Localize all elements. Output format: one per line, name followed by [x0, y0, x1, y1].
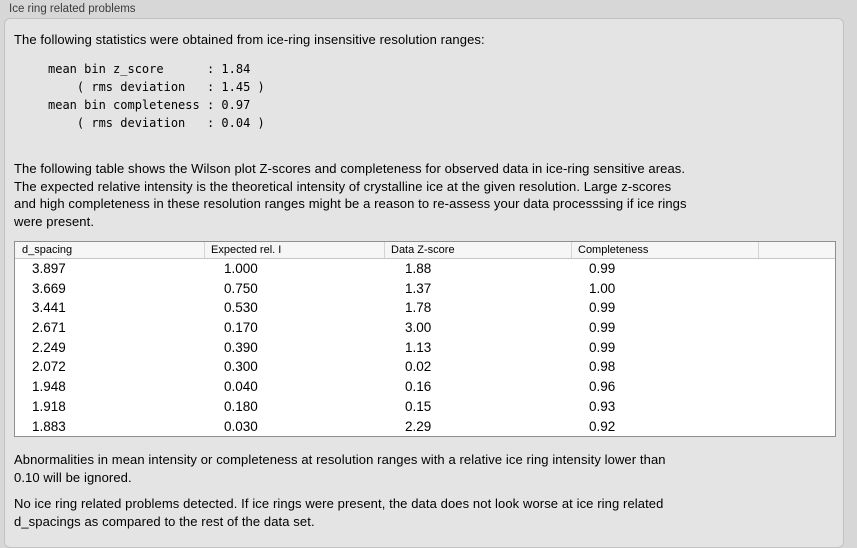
table-row[interactable]: 2.249 0.390 1.13 0.99: [15, 338, 835, 358]
table-cell: [758, 279, 835, 299]
table-cell: 0.15: [405, 398, 432, 414]
table-cell: 0.96: [589, 379, 616, 395]
table-cell: 0.99: [589, 261, 616, 276]
table-row[interactable]: 1.883 0.030 2.29 0.92: [15, 417, 835, 437]
table-cell: 1.78: [405, 300, 432, 316]
table-row[interactable]: 3.441 0.530 1.78 0.99: [15, 298, 835, 318]
table-cell: [758, 338, 835, 358]
table-row[interactable]: 2.072 0.300 0.02 0.98: [15, 357, 835, 377]
table-cell: 0.98: [589, 359, 616, 375]
table-cell: 0.180: [224, 398, 258, 414]
table-row[interactable]: 1.948 0.040 0.16 0.96: [15, 377, 835, 397]
table-row[interactable]: 3.897 1.000 1.88 0.99: [15, 259, 835, 279]
table-cell: 0.750: [224, 280, 258, 296]
table-cell: 0.02: [405, 359, 432, 375]
table-cell: [758, 417, 835, 437]
table-cell: 2.249: [32, 339, 66, 355]
table-cell: 1.883: [32, 418, 66, 434]
table-cell: 1.13: [405, 339, 432, 355]
table-cell: 0.300: [224, 359, 258, 375]
table-cell: 0.040: [224, 379, 258, 395]
table-cell: 0.92: [589, 418, 616, 434]
table-row[interactable]: 1.918 0.180 0.15 0.93: [15, 397, 835, 417]
table-cell: 0.170: [224, 320, 258, 336]
table-cell: 0.530: [224, 300, 258, 316]
table-header-row: d_spacing Expected rel. I Data Z-score C…: [15, 242, 835, 259]
column-header-empty[interactable]: [758, 242, 835, 258]
table-description-text: The following table shows the Wilson plo…: [14, 161, 687, 229]
column-header-d-spacing[interactable]: d_spacing: [22, 244, 73, 256]
conclusion-text: No ice ring related problems detected. I…: [14, 496, 664, 529]
table-cell: 0.99: [589, 339, 616, 355]
table-cell: 0.390: [224, 339, 258, 355]
column-header-expected-rel-i[interactable]: Expected rel. I: [204, 242, 384, 258]
panel-title: Ice ring related problems: [9, 3, 136, 15]
table-cell: [758, 357, 835, 377]
stats-block: mean bin z_score : 1.84 ( rms deviation …: [48, 62, 265, 130]
ice-ring-table[interactable]: d_spacing Expected rel. I Data Z-score C…: [14, 241, 836, 438]
table-cell: 2.072: [32, 359, 66, 375]
table-cell: 3.669: [32, 280, 66, 296]
table-cell: 2.29: [405, 418, 432, 434]
ignore-note-text: Abnormalities in mean intensity or compl…: [14, 452, 666, 485]
table-row[interactable]: 2.671 0.170 3.00 0.99: [15, 318, 835, 338]
table-cell: [758, 298, 835, 318]
table-cell: 1.918: [32, 398, 66, 414]
table-row[interactable]: 3.669 0.750 1.37 1.00: [15, 279, 835, 299]
table-cell: [758, 377, 835, 397]
table-cell: 0.99: [589, 300, 616, 316]
column-header-data-z-score[interactable]: Data Z-score: [384, 242, 571, 258]
table-cell: 1.37: [405, 280, 432, 296]
table-cell: 1.948: [32, 379, 66, 395]
table-cell: 0.99: [589, 320, 616, 336]
table-cell: 1.00: [589, 280, 616, 296]
table-cell: [758, 397, 835, 417]
table-cell: 2.671: [32, 320, 66, 336]
table-cell: 1.000: [224, 261, 258, 276]
table-body: 3.897 1.000 1.88 0.99 3.669 0.750 1.37 1.00 3.44…: [15, 259, 835, 436]
table-cell: [758, 318, 835, 338]
table-cell: 0.16: [405, 379, 432, 395]
table-cell: [758, 259, 835, 279]
stats-intro-text: The following statistics were obtained f…: [14, 32, 485, 47]
table-cell: 3.441: [32, 300, 66, 316]
ice-ring-panel: The following statistics were obtained f…: [4, 18, 844, 548]
table-cell: 1.88: [405, 261, 432, 276]
table-cell: 3.00: [405, 320, 432, 336]
table-cell: 0.93: [589, 398, 616, 414]
table-cell: 0.030: [224, 418, 258, 434]
table-cell: 3.897: [32, 261, 66, 276]
column-header-completeness[interactable]: Completeness: [571, 242, 758, 258]
